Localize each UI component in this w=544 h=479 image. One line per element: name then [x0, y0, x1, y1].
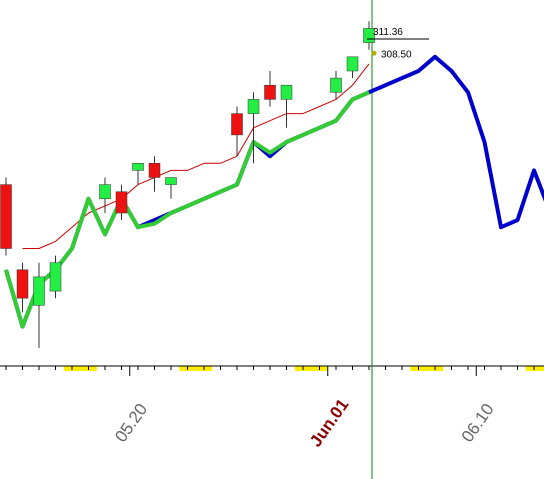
price-label-ma: 308.50	[381, 49, 412, 60]
price-dot	[371, 50, 377, 56]
candle-body-3	[49, 262, 62, 292]
candle-body-6	[132, 163, 144, 171]
series-lines	[4, 54, 544, 329]
x-tick-label-0: 05.20	[111, 400, 151, 446]
candle-body-14	[346, 56, 359, 72]
candle-body-8	[165, 177, 177, 185]
series-line-0	[22, 63, 370, 249]
candle-body-9	[231, 113, 243, 136]
candle-body-2	[33, 276, 45, 306]
candle-body-5	[115, 191, 128, 214]
x-axis-ticks	[0, 365, 544, 376]
candle-body-10	[247, 99, 260, 114]
candle-body-4	[99, 184, 111, 200]
candle-body-13	[330, 77, 342, 93]
price-markers: 311.36 308.50	[367, 27, 429, 60]
x-tick-label-2: 06.10	[458, 400, 498, 446]
x-tick-label-1: Jun.01	[306, 395, 352, 450]
candle-body-11	[264, 84, 276, 100]
series-line-2	[4, 90, 370, 329]
candle-body-1	[16, 269, 29, 299]
candle-body-12	[280, 84, 293, 100]
highlight-bar-9	[542, 366, 544, 371]
x-axis-labels: 05.20 Jun.01 06.10	[111, 395, 497, 450]
candle-body-15	[363, 28, 375, 43]
candle-body-0	[0, 184, 12, 249]
price-label-close: 311.36	[373, 27, 403, 38]
time-highlight-bars	[63, 366, 544, 371]
candles	[0, 21, 375, 348]
candle-body-7	[148, 163, 161, 178]
